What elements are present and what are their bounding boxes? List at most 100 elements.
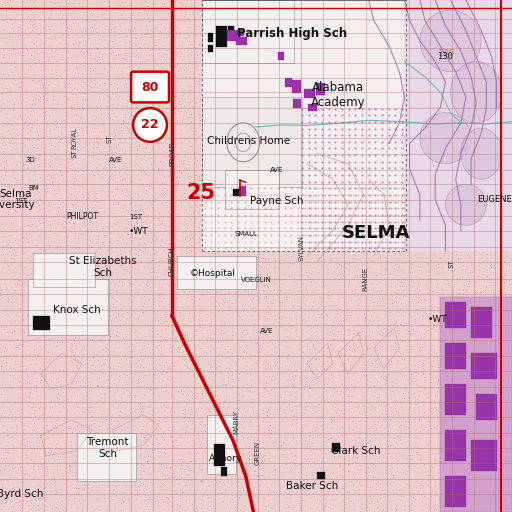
Point <box>318 414 326 422</box>
Point <box>15 176 23 184</box>
Point <box>274 377 282 386</box>
Point <box>97 298 105 307</box>
Point <box>476 461 484 470</box>
Point <box>400 154 408 162</box>
Point <box>348 207 356 216</box>
Point <box>361 145 369 153</box>
Point <box>178 303 186 311</box>
Point <box>439 245 447 253</box>
Point <box>155 214 163 222</box>
Point <box>386 221 394 229</box>
Point <box>212 391 221 399</box>
Point <box>278 105 286 114</box>
Point <box>78 88 87 96</box>
Point <box>15 83 23 91</box>
Point <box>143 276 151 285</box>
Point <box>269 471 278 479</box>
Point <box>221 380 229 388</box>
Point <box>268 294 276 303</box>
Point <box>3 441 11 449</box>
Point <box>150 370 158 378</box>
Point <box>452 278 460 286</box>
Point <box>214 411 222 419</box>
Point <box>99 493 108 501</box>
Point <box>280 163 288 171</box>
Point <box>187 233 196 241</box>
Point <box>490 459 499 467</box>
Point <box>276 193 284 201</box>
Point <box>92 482 100 490</box>
Point <box>115 372 123 380</box>
Point <box>501 5 509 13</box>
Point <box>333 309 342 317</box>
Point <box>434 362 442 371</box>
Point <box>417 477 425 485</box>
Point <box>110 23 118 31</box>
Point <box>163 495 172 503</box>
Point <box>78 344 87 352</box>
Point <box>344 23 352 31</box>
Point <box>450 109 458 117</box>
Point <box>296 460 305 468</box>
Point <box>211 504 220 512</box>
Point <box>145 360 153 368</box>
Point <box>481 38 489 47</box>
Point <box>204 271 212 279</box>
Point <box>396 490 404 498</box>
Point <box>220 422 228 430</box>
Point <box>64 4 72 12</box>
Point <box>352 240 360 248</box>
Point <box>343 59 351 67</box>
Point <box>242 19 250 27</box>
Point <box>467 161 476 169</box>
Point <box>133 88 141 96</box>
Point <box>80 59 89 67</box>
Point <box>238 169 246 178</box>
Point <box>473 196 481 204</box>
Point <box>246 15 254 23</box>
Point <box>237 157 245 165</box>
Point <box>490 326 499 334</box>
Point <box>114 116 122 124</box>
Point <box>59 198 67 206</box>
Point <box>90 152 98 160</box>
Point <box>159 13 167 22</box>
Point <box>379 301 388 309</box>
Point <box>190 193 198 201</box>
Point <box>295 148 304 157</box>
Point <box>463 294 472 303</box>
Point <box>252 18 261 27</box>
Point <box>487 421 496 429</box>
Point <box>108 495 116 503</box>
Point <box>121 251 130 259</box>
Point <box>40 159 49 167</box>
Point <box>438 366 446 374</box>
Point <box>198 70 206 78</box>
Point <box>181 152 189 160</box>
Point <box>58 493 67 501</box>
Point <box>0 348 5 356</box>
Point <box>240 417 248 425</box>
Point <box>258 501 266 509</box>
Point <box>83 34 92 42</box>
Point <box>60 26 69 34</box>
Point <box>335 460 344 468</box>
Point <box>192 274 200 282</box>
Point <box>415 236 423 244</box>
Text: Byrd Sch: Byrd Sch <box>0 489 44 499</box>
Point <box>53 268 61 276</box>
Point <box>6 32 14 40</box>
Point <box>129 340 137 348</box>
Point <box>289 97 297 105</box>
Point <box>124 118 133 126</box>
Point <box>378 331 386 339</box>
Point <box>26 20 34 29</box>
Point <box>179 355 187 363</box>
Point <box>246 459 254 467</box>
Point <box>471 498 479 506</box>
Point <box>190 215 198 223</box>
Point <box>31 255 39 263</box>
Point <box>105 58 114 67</box>
Point <box>386 295 394 303</box>
Point <box>481 106 489 115</box>
